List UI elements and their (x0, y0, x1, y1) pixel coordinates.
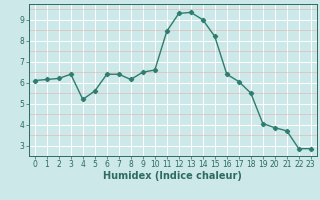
X-axis label: Humidex (Indice chaleur): Humidex (Indice chaleur) (103, 171, 242, 181)
